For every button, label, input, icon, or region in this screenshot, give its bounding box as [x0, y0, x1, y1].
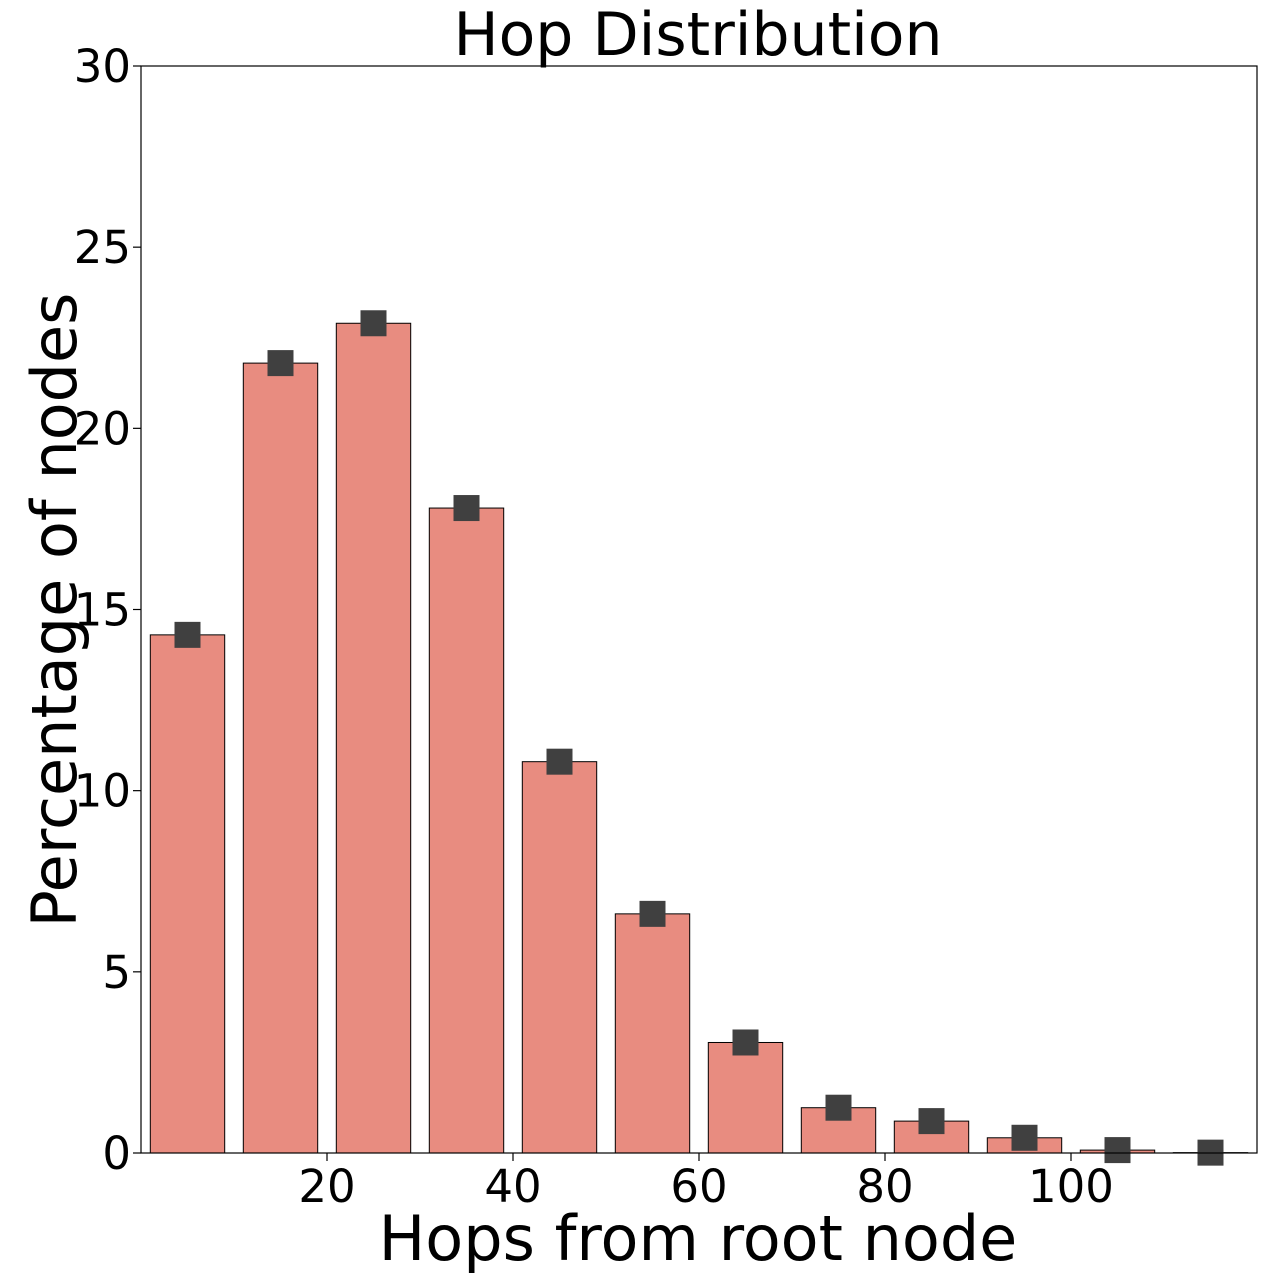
y-axis-ticks: 0 5 10 15 20 25 30: [74, 40, 141, 1180]
bar: [521, 761, 598, 1154]
data-point-marker: [732, 1029, 759, 1056]
x-tick-label: 80: [856, 1160, 913, 1213]
x-tick-label: 40: [484, 1160, 541, 1213]
bar: [335, 322, 412, 1154]
bars-group: [149, 322, 1249, 1154]
y-tick-label: 15: [74, 584, 131, 637]
x-tick-label: 20: [298, 1160, 355, 1213]
y-axis-label: Percentage of nodes: [18, 293, 91, 928]
y-tick-label: 5: [102, 946, 131, 999]
y-tick-label: 10: [74, 765, 131, 818]
data-point-marker: [174, 621, 201, 648]
y-tick-label: 20: [74, 402, 131, 455]
y-tick-label: 30: [74, 40, 131, 93]
chart-title: Hop Distribution: [453, 0, 942, 70]
bar: [149, 634, 226, 1154]
data-point-marker: [546, 748, 573, 775]
bar: [707, 1041, 784, 1154]
x-tick-label: 100: [1028, 1160, 1114, 1213]
data-point-marker: [918, 1108, 945, 1135]
x-axis-label: Hops from root node: [379, 1202, 1018, 1275]
data-point-marker: [825, 1094, 852, 1121]
y-tick-label: 25: [74, 221, 131, 274]
data-point-marker: [267, 350, 294, 377]
markers-group: [174, 310, 1224, 1166]
data-point-marker: [1011, 1124, 1038, 1151]
x-axis-ticks: 20 40 60 80 100: [298, 1153, 1114, 1213]
bar: [242, 362, 319, 1154]
x-tick-label: 60: [670, 1160, 727, 1213]
bar: [614, 913, 691, 1154]
data-point-marker: [360, 310, 387, 337]
data-point-marker: [639, 900, 666, 927]
bar: [428, 507, 505, 1154]
data-point-marker: [1104, 1137, 1131, 1164]
data-point-marker: [453, 495, 480, 522]
y-tick-label: 0: [102, 1127, 131, 1180]
